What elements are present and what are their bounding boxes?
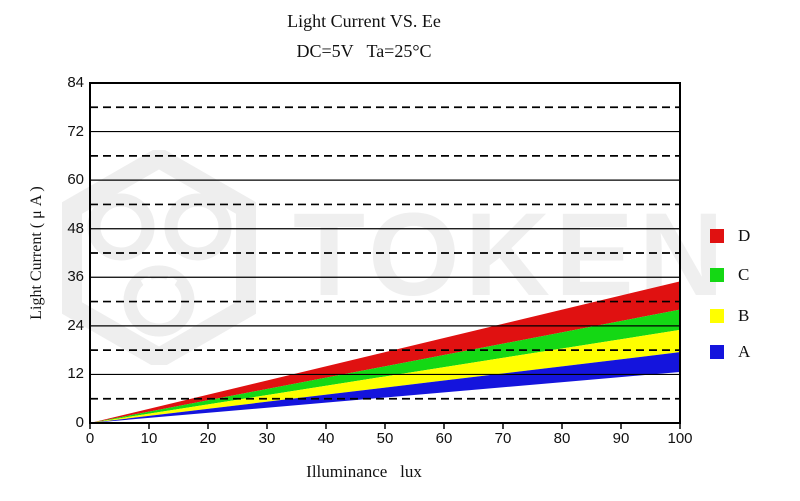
chart-subtitle: DC=5V Ta=25°C <box>296 41 432 61</box>
legend-item-A: A <box>710 342 750 362</box>
x-tick-label: 60 <box>435 430 453 447</box>
y-tick-label: 12 <box>67 365 84 383</box>
legend-item-B: B <box>710 306 749 326</box>
band-D <box>90 281 680 423</box>
band-A <box>90 352 680 423</box>
x-tick-label: 30 <box>258 430 276 447</box>
legend-label: D <box>738 226 751 245</box>
x-tick-label: 40 <box>317 430 335 447</box>
legend-label: C <box>738 265 750 284</box>
y-tick-label: 72 <box>67 122 84 140</box>
y-tick-label: 60 <box>67 171 84 189</box>
y-axis-title: Light Current ( μ A ) <box>28 186 45 320</box>
legend-swatch-A <box>710 345 724 359</box>
chart-title: Light Current VS. Ee <box>287 11 441 31</box>
x-tick-label: 0 <box>85 430 95 447</box>
y-tick-label: 0 <box>75 414 84 431</box>
x-tick-label: 100 <box>667 430 693 447</box>
legend-label: A <box>738 342 751 361</box>
band-B <box>90 329 680 423</box>
x-tick-label: 10 <box>140 430 158 447</box>
legend-label: B <box>738 306 750 325</box>
legend-item-C: C <box>710 265 749 285</box>
x-axis-title: Illuminance lux <box>306 462 422 481</box>
x-tick-label: 90 <box>612 430 630 447</box>
x-tick-label: 50 <box>376 430 394 447</box>
x-tick-label: 70 <box>494 430 512 447</box>
legend-swatch-C <box>710 268 724 282</box>
legend-swatch-D <box>710 229 724 243</box>
legend-item-D: D <box>710 226 750 246</box>
band-C <box>90 309 680 423</box>
x-tick-label: 20 <box>199 430 217 447</box>
y-tick-label: 24 <box>67 316 84 334</box>
y-tick-label: 48 <box>67 219 84 237</box>
legend-swatch-B <box>710 309 724 323</box>
y-tick-label: 36 <box>67 268 84 286</box>
y-tick-label: 84 <box>67 74 84 91</box>
x-tick-label: 80 <box>553 430 571 447</box>
plot-svg <box>89 82 681 429</box>
